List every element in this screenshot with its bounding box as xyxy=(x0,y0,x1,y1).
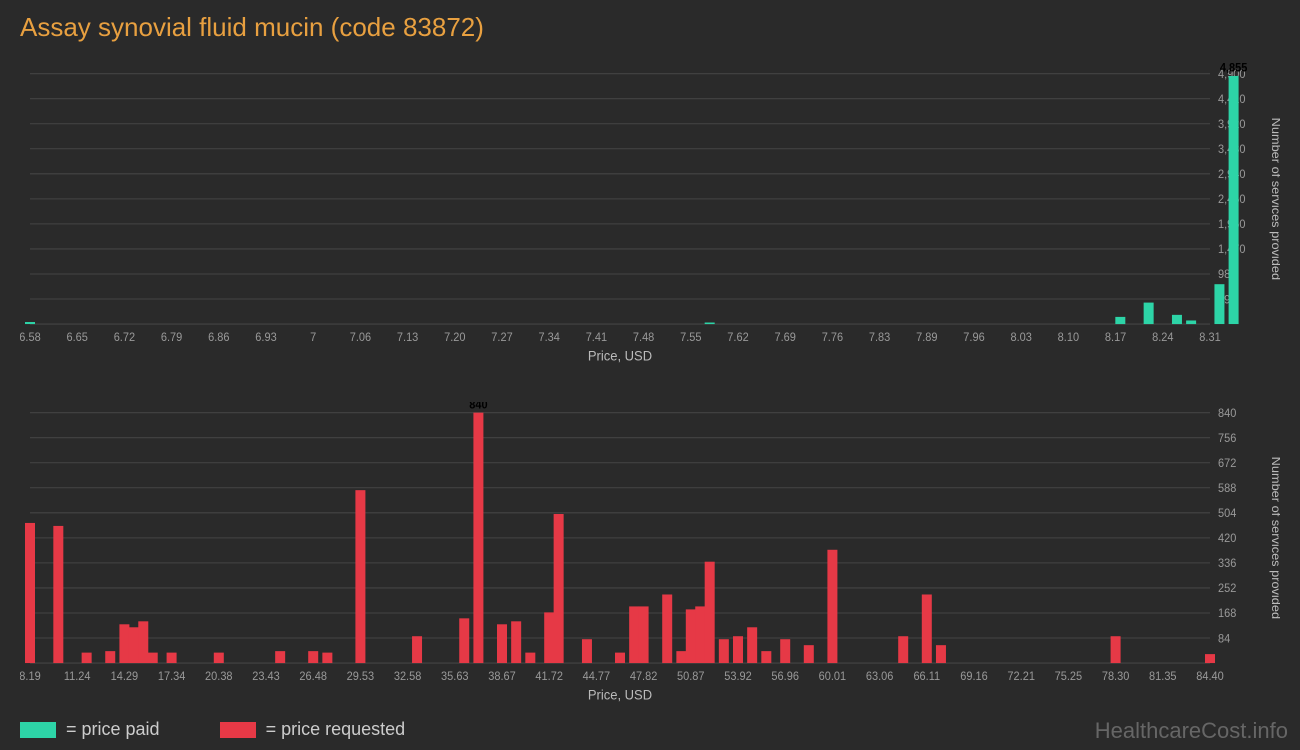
svg-text:7.55: 7.55 xyxy=(680,332,701,344)
svg-text:840: 840 xyxy=(469,402,487,411)
svg-text:56.96: 56.96 xyxy=(771,671,799,683)
svg-text:8.17: 8.17 xyxy=(1105,332,1126,344)
legend: = price paid = price requested xyxy=(20,711,1280,740)
svg-text:504: 504 xyxy=(1218,508,1236,520)
svg-text:7: 7 xyxy=(310,332,316,344)
svg-text:6.79: 6.79 xyxy=(161,332,182,344)
svg-text:8.19: 8.19 xyxy=(20,671,41,683)
svg-text:7.89: 7.89 xyxy=(916,332,937,344)
svg-text:7.06: 7.06 xyxy=(350,332,371,344)
svg-text:6.65: 6.65 xyxy=(67,332,88,344)
svg-text:14.29: 14.29 xyxy=(111,671,139,683)
svg-text:35.63: 35.63 xyxy=(441,671,469,683)
top-chart: 4909801,4701,9602,4502,9403,4303,9204,41… xyxy=(20,63,1280,372)
svg-text:41.72: 41.72 xyxy=(535,671,563,683)
svg-text:72.21: 72.21 xyxy=(1007,671,1035,683)
svg-text:38.67: 38.67 xyxy=(488,671,516,683)
svg-text:66.11: 66.11 xyxy=(913,671,940,683)
bottom-chart: 84 168 252 336 420 504 588 672 756 840 8.19 11.24 14… xyxy=(20,402,1280,711)
svg-text:8.03: 8.03 xyxy=(1011,332,1032,344)
svg-text:50.87: 50.87 xyxy=(677,671,705,683)
svg-text:69.16: 69.16 xyxy=(960,671,988,683)
legend-item-requested: = price requested xyxy=(220,719,406,740)
svg-text:44.77: 44.77 xyxy=(583,671,611,683)
svg-text:53.92: 53.92 xyxy=(724,671,752,683)
svg-text:20.38: 20.38 xyxy=(205,671,233,683)
svg-text:588: 588 xyxy=(1218,483,1236,495)
svg-text:420: 420 xyxy=(1218,533,1236,545)
chart-title: Assay synovial fluid mucin (code 83872) xyxy=(20,12,1280,43)
svg-text:Number of services provided: Number of services provided xyxy=(1269,118,1280,281)
charts-area: 4909801,4701,9602,4502,9403,4303,9204,41… xyxy=(20,63,1280,711)
svg-text:6.93: 6.93 xyxy=(255,332,276,344)
svg-text:7.96: 7.96 xyxy=(963,332,984,344)
svg-text:8.24: 8.24 xyxy=(1152,332,1173,344)
svg-text:6.58: 6.58 xyxy=(20,332,41,344)
svg-text:47.82: 47.82 xyxy=(630,671,658,683)
svg-text:336: 336 xyxy=(1218,558,1236,570)
svg-text:6.72: 6.72 xyxy=(114,332,135,344)
svg-text:756: 756 xyxy=(1218,433,1236,445)
bottom-chart-wrapper: 84 168 252 336 420 504 588 672 756 840 8.19 11.24 14… xyxy=(20,402,1280,711)
chart-container: Assay synovial fluid mucin (code 83872) … xyxy=(0,0,1300,750)
svg-text:60.01: 60.01 xyxy=(819,671,847,683)
svg-text:29.53: 29.53 xyxy=(347,671,375,683)
svg-text:7.69: 7.69 xyxy=(775,332,796,344)
svg-text:8.10: 8.10 xyxy=(1058,332,1079,344)
svg-text:78.30: 78.30 xyxy=(1102,671,1130,683)
svg-text:7.48: 7.48 xyxy=(633,332,654,344)
svg-text:7.27: 7.27 xyxy=(491,332,512,344)
legend-item-paid: = price paid xyxy=(20,719,160,740)
svg-text:7.20: 7.20 xyxy=(444,332,465,344)
svg-text:84: 84 xyxy=(1218,633,1230,645)
svg-text:84.40: 84.40 xyxy=(1196,671,1224,683)
svg-text:7.41: 7.41 xyxy=(586,332,607,344)
svg-text:26.48: 26.48 xyxy=(299,671,327,683)
legend-swatch-requested xyxy=(220,722,256,738)
svg-text:840: 840 xyxy=(1218,408,1236,420)
svg-text:81.35: 81.35 xyxy=(1149,671,1177,683)
svg-text:Price, USD: Price, USD xyxy=(588,348,653,363)
svg-text:7.34: 7.34 xyxy=(539,332,560,344)
svg-text:672: 672 xyxy=(1218,458,1236,470)
svg-text:4,855: 4,855 xyxy=(1220,63,1248,75)
svg-text:7.62: 7.62 xyxy=(727,332,748,344)
svg-text:17.34: 17.34 xyxy=(158,671,186,683)
svg-text:32.58: 32.58 xyxy=(394,671,422,683)
svg-text:Price, USD: Price, USD xyxy=(588,687,653,702)
legend-label-paid: = price paid xyxy=(66,719,160,740)
svg-text:6.86: 6.86 xyxy=(208,332,229,344)
svg-text:8.31: 8.31 xyxy=(1199,332,1220,344)
svg-text:23.43: 23.43 xyxy=(252,671,280,683)
svg-text:Number of services provided: Number of services provided xyxy=(1269,457,1280,620)
svg-text:168: 168 xyxy=(1218,608,1236,620)
top-chart-wrapper: 4909801,4701,9602,4502,9403,4303,9204,41… xyxy=(20,63,1280,372)
svg-text:7.13: 7.13 xyxy=(397,332,418,344)
svg-text:63.06: 63.06 xyxy=(866,671,894,683)
svg-text:11.24: 11.24 xyxy=(64,671,91,683)
legend-label-requested: = price requested xyxy=(266,719,406,740)
legend-swatch-paid xyxy=(20,722,56,738)
svg-text:252: 252 xyxy=(1218,583,1236,595)
svg-text:75.25: 75.25 xyxy=(1055,671,1083,683)
svg-text:7.76: 7.76 xyxy=(822,332,843,344)
svg-text:7.83: 7.83 xyxy=(869,332,890,344)
watermark: HealthcareCost.info xyxy=(1095,718,1288,744)
